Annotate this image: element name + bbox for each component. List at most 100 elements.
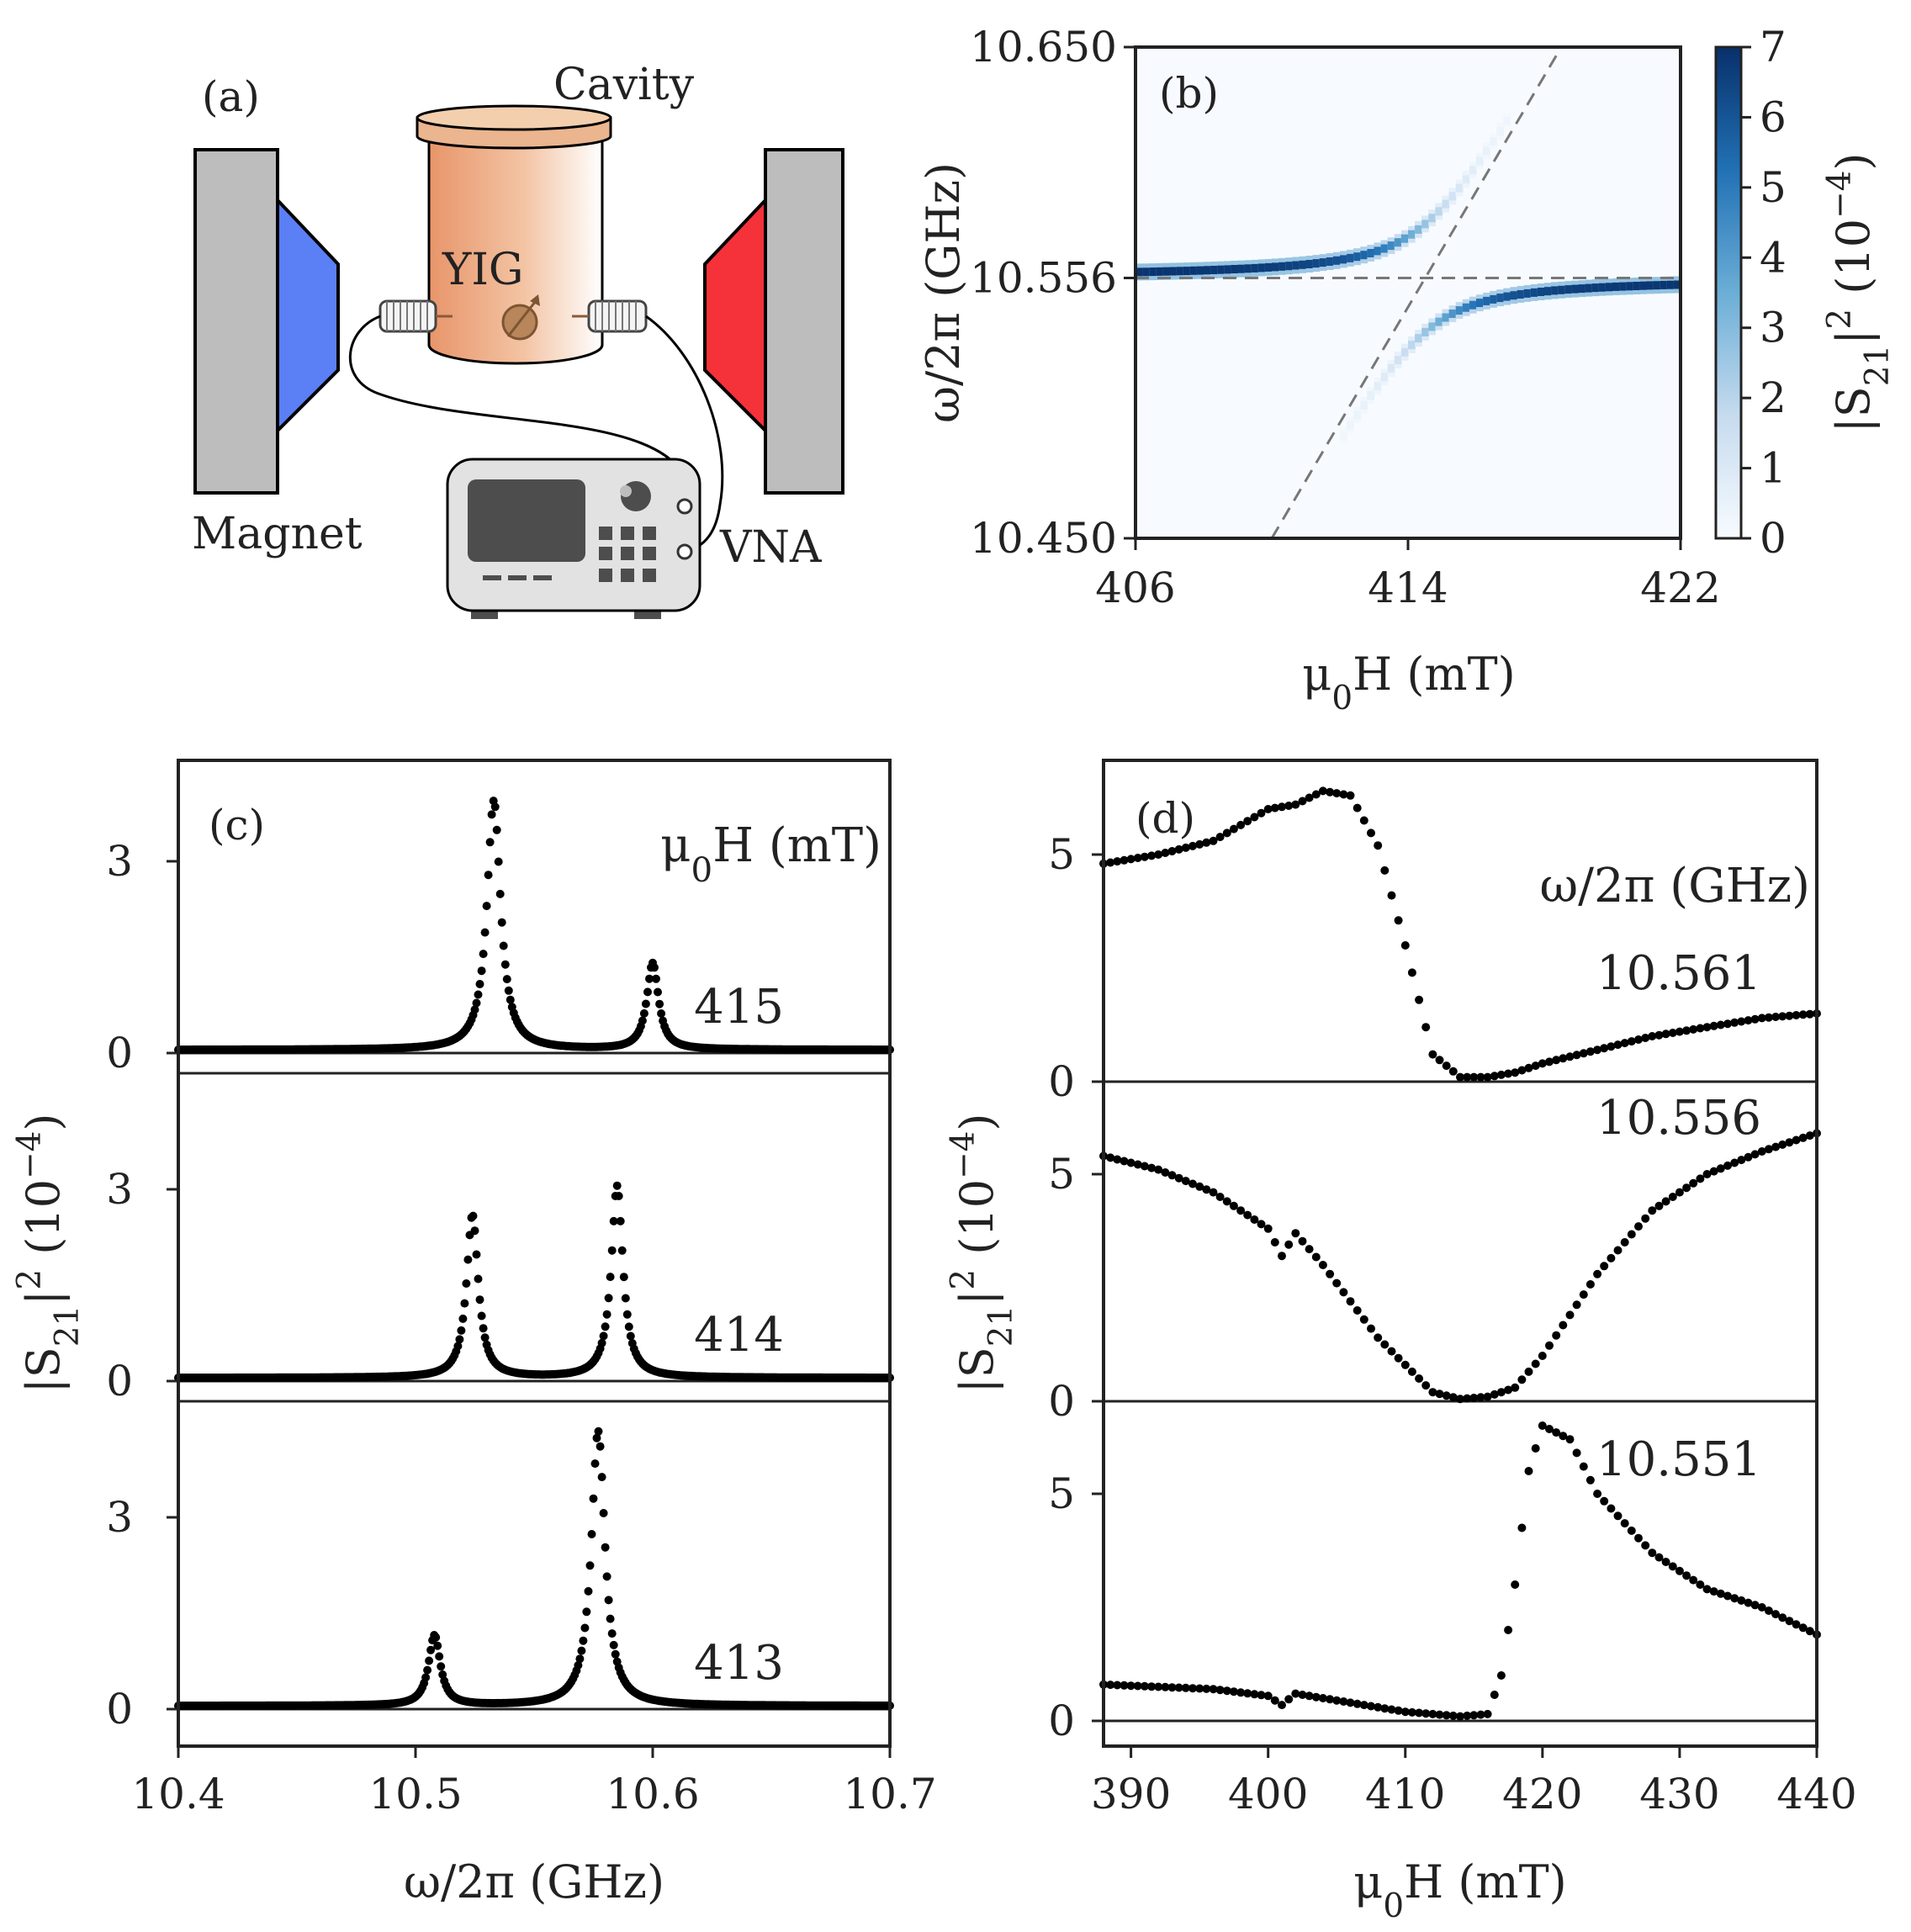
heatmap-cell: [1455, 183, 1464, 193]
heatmap-cell: [1517, 290, 1525, 299]
data-point: [1552, 1331, 1561, 1340]
heatmap-cell: [1244, 264, 1252, 273]
data-point: [437, 1662, 446, 1671]
data-point: [1744, 1016, 1753, 1025]
panel-c-plot-area: 415 414 413: [174, 797, 894, 1711]
data-point: [1209, 1188, 1218, 1197]
data-point: [480, 1333, 490, 1342]
data-point: [1723, 1019, 1732, 1029]
data-point: [1126, 1681, 1135, 1691]
data-point: [1332, 1696, 1342, 1705]
data-point: [1120, 855, 1129, 865]
data-point: [502, 975, 511, 984]
cavity-label: Cavity: [553, 60, 695, 110]
heatmap-cell: [1272, 262, 1279, 272]
data-point: [1147, 851, 1157, 860]
data-point: [1229, 1201, 1238, 1210]
data-point: [1167, 1683, 1177, 1692]
data-point: [1517, 1523, 1527, 1532]
data-point: [1511, 1580, 1520, 1589]
data-point: [1250, 812, 1259, 822]
panel-d-y-tick-label: 0: [1048, 1696, 1075, 1745]
data-point: [1620, 1238, 1629, 1247]
panel-c-x-tick-label: 10.7: [843, 1770, 936, 1818]
data-point: [1798, 1623, 1808, 1633]
panel-d-x-tick-label: 420: [1502, 1770, 1582, 1818]
heatmap-cell: [1332, 256, 1341, 265]
heatmap-x-tick-label: 414: [1368, 564, 1448, 612]
panel-c-axes: 0 3 0 3 0 3 10.4 10.5 10.6 10.7: [106, 837, 936, 1818]
data-point: [579, 1636, 588, 1645]
data-point: [1298, 797, 1307, 806]
data-point: [1428, 1709, 1437, 1718]
data-point: [1188, 1684, 1197, 1693]
data-point: [1572, 1051, 1581, 1060]
data-point: [1236, 1206, 1246, 1215]
data-point: [477, 966, 486, 976]
data-point: [1113, 1155, 1122, 1164]
data-point: [1538, 1352, 1547, 1360]
colorbar-tick-label: 7: [1760, 23, 1787, 71]
data-point: [1565, 1310, 1575, 1320]
panel-c-y-axis-label: |S21|2 (10−4): [11, 1114, 87, 1394]
data-point: [1318, 1261, 1327, 1269]
output-antenna-coil: [572, 299, 648, 333]
heatmap-cell: [1591, 283, 1600, 293]
magnon-dispersion-line: [1270, 46, 1563, 539]
data-point: [1339, 790, 1348, 799]
heatmap-cell: [1523, 288, 1532, 298]
data-point: [1236, 1688, 1246, 1697]
data-point: [574, 1660, 583, 1670]
data-point: [1764, 1606, 1773, 1615]
data-point: [495, 889, 505, 898]
data-point: [1613, 1511, 1622, 1521]
heatmap-cell: [1612, 282, 1620, 291]
data-point: [494, 857, 503, 866]
data-point: [1394, 1706, 1403, 1715]
data-point: [1106, 1153, 1115, 1162]
data-point: [1448, 1393, 1458, 1402]
data-point: [1263, 1691, 1273, 1701]
data-point: [1764, 1145, 1773, 1154]
data-point: [1798, 1133, 1808, 1142]
heatmap-cell: [1571, 284, 1580, 294]
panel-d-y-tick-label: 0: [1048, 1057, 1075, 1106]
heatmap-cell: [1285, 262, 1293, 271]
heatmap-cell: [1312, 259, 1321, 268]
data-point: [1202, 838, 1211, 847]
data-point: [463, 1255, 473, 1264]
data-point: [475, 1295, 484, 1305]
data-point: [1113, 857, 1122, 866]
heatmap-cell: [1217, 265, 1225, 274]
data-point: [1421, 1381, 1431, 1390]
colorbar-tick-label: 5: [1760, 163, 1787, 212]
data-point: [1380, 1340, 1390, 1349]
colorbar-tick-label: 0: [1760, 514, 1787, 563]
data-point: [1675, 1027, 1684, 1036]
data-point: [1456, 1395, 1464, 1404]
data-point: [1620, 1039, 1629, 1048]
data-point: [433, 1641, 442, 1650]
heatmap-cell: [1428, 322, 1436, 331]
data-point: [657, 1009, 666, 1018]
data-point: [1305, 1245, 1314, 1254]
data-point: [622, 1310, 632, 1319]
data-point: [1421, 1023, 1431, 1032]
data-point: [474, 990, 483, 999]
data-point: [1367, 828, 1375, 838]
data-point: [1222, 828, 1231, 838]
data-point: [1195, 1684, 1204, 1693]
data-point: [480, 928, 490, 937]
data-point: [1463, 1072, 1472, 1082]
series-label: 10.556: [1596, 1091, 1761, 1146]
data-point: [1250, 1690, 1259, 1699]
data-point: [1311, 790, 1321, 799]
data-point: [1257, 1691, 1266, 1700]
data-point: [1757, 1014, 1766, 1023]
vna-label: VNA: [719, 522, 823, 573]
heatmap-cell: [1415, 334, 1422, 343]
data-point: [470, 1005, 479, 1014]
data-point: [1209, 836, 1218, 845]
data-point: [1195, 839, 1204, 849]
